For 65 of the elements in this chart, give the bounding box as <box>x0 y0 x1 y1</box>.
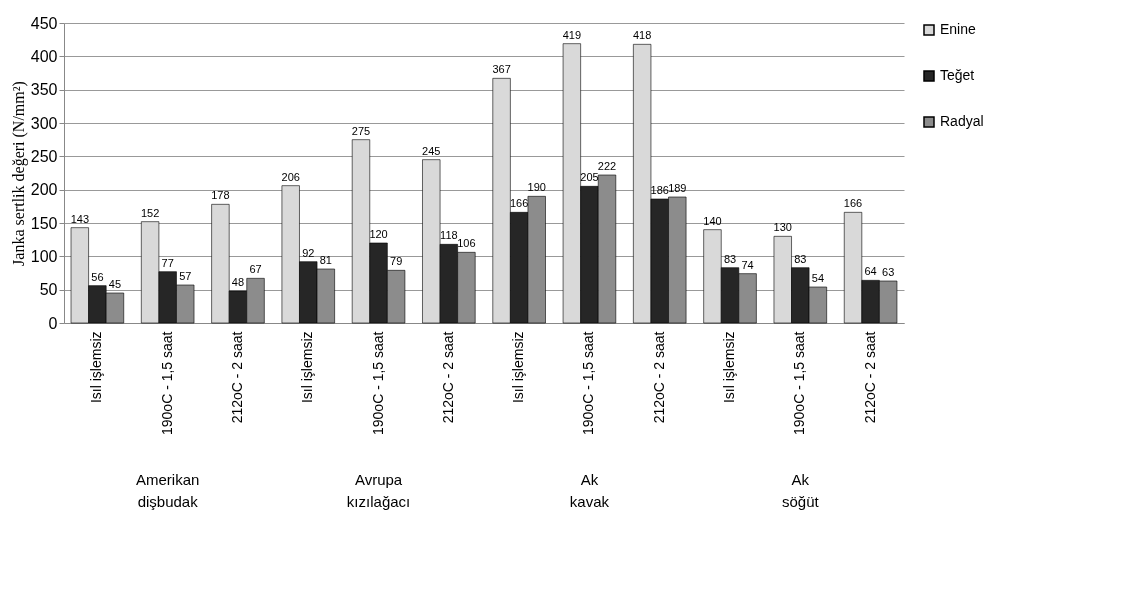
x-tick-label: 190oC - 1,5 saat <box>580 331 597 436</box>
x-tick-label: 212oC - 2 saat <box>650 331 667 424</box>
data-label: 275 <box>351 124 371 137</box>
x-tick-label: Isıl işlemsiz <box>510 331 527 404</box>
legend-label: Enine <box>940 21 977 37</box>
data-label: 245 <box>422 144 441 157</box>
data-label: 186 <box>650 184 669 196</box>
y-tick-label: 300 <box>30 114 58 132</box>
legend-label: Radyal <box>940 113 984 129</box>
data-label: 57 <box>179 270 192 282</box>
data-label: 56 <box>91 270 104 283</box>
data-label: 79 <box>390 255 403 268</box>
data-label: 418 <box>632 29 652 42</box>
data-label: 130 <box>773 221 792 234</box>
data-label: 92 <box>302 246 315 259</box>
x-tick-label: Isıl işlemsiz <box>299 331 316 404</box>
data-label: 81 <box>319 254 332 266</box>
x-tick-label: 212oC - 2 saat <box>228 331 245 424</box>
x-tick-label: Isıl işlemsiz <box>88 331 105 404</box>
data-label: 77 <box>161 256 174 269</box>
data-label: 189 <box>668 182 687 194</box>
y-tick-label: 350 <box>30 81 58 99</box>
data-label: 54 <box>811 272 825 284</box>
data-label: 83 <box>794 252 807 265</box>
data-label: 178 <box>211 189 230 202</box>
y-tick-label: 200 <box>30 181 58 199</box>
legend-label: Teğet <box>940 67 975 83</box>
y-tick-label: 100 <box>30 247 58 265</box>
data-label: 106 <box>457 237 476 250</box>
data-label: 166 <box>509 197 529 210</box>
y-tick-label: 450 <box>30 14 58 32</box>
data-label: 48 <box>231 276 245 288</box>
y-tick-label: 250 <box>30 147 58 165</box>
data-label: 222 <box>597 160 617 172</box>
y-tick-label: 0 <box>48 314 58 332</box>
x-tick-label: 212oC - 2 saat <box>861 331 878 424</box>
text: Avrupa kızılağacı <box>346 471 411 510</box>
data-label: 152 <box>140 206 160 219</box>
data-label: 166 <box>843 197 863 210</box>
data-label: 120 <box>369 228 388 240</box>
x-tick-label: 212oC - 2 saat <box>439 331 456 424</box>
data-label: 63 <box>882 266 895 278</box>
y-tick-label: 50 <box>39 281 58 299</box>
x-tick-label: 190oC - 1,5 saat <box>791 331 808 436</box>
data-label: 118 <box>440 229 458 242</box>
data-label: 67 <box>249 263 262 276</box>
text: Ak söğüt <box>781 471 820 510</box>
x-tick-label: 190oC - 1,5 saat <box>158 331 175 436</box>
y-axis-title: Janka sertlik değeri (N/mm²) <box>9 81 28 266</box>
data-label: 367 <box>492 63 511 76</box>
data-label: 419 <box>562 28 582 41</box>
x-tick-label: Isıl işlemsiz <box>721 331 738 404</box>
y-tick-label: 150 <box>30 214 58 232</box>
data-label: 83 <box>723 252 737 265</box>
data-label: 64 <box>864 265 877 278</box>
x-tick-label: 190oC - 1,5 saat <box>369 331 386 436</box>
data-label: 143 <box>70 212 89 225</box>
y-tick-label: 400 <box>30 47 58 65</box>
text: Ak kavak <box>569 471 610 510</box>
text: Amerikan dişbudak <box>136 471 200 510</box>
data-label: 190 <box>527 181 546 194</box>
data-label: 45 <box>108 278 122 290</box>
data-label: 140 <box>703 214 722 227</box>
data-label: 74 <box>741 258 754 271</box>
data-label: 206 <box>281 170 300 183</box>
